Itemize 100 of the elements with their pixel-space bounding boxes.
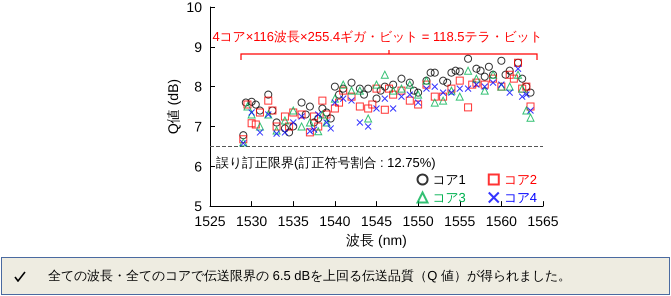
point xyxy=(348,92,356,101)
point xyxy=(422,80,430,89)
point xyxy=(440,89,447,96)
point xyxy=(364,84,372,93)
x-tick-label: 1535 xyxy=(278,213,310,230)
legend-label: コア1 xyxy=(432,172,466,187)
point xyxy=(526,114,535,122)
point xyxy=(330,104,339,113)
point xyxy=(484,62,493,71)
point xyxy=(248,98,256,106)
point xyxy=(380,106,389,114)
point xyxy=(431,83,438,90)
point xyxy=(248,109,256,116)
point xyxy=(510,74,518,83)
point xyxy=(252,120,260,128)
point xyxy=(526,102,535,111)
point xyxy=(310,112,318,121)
point xyxy=(318,104,326,113)
point xyxy=(306,118,314,126)
point xyxy=(426,68,435,77)
point xyxy=(514,70,522,79)
point xyxy=(527,107,534,114)
point xyxy=(310,126,318,134)
point xyxy=(364,104,372,113)
point xyxy=(380,70,389,79)
point xyxy=(522,106,530,115)
point xyxy=(248,110,256,119)
point xyxy=(335,98,344,107)
point xyxy=(327,124,334,132)
point xyxy=(314,127,322,136)
point xyxy=(348,97,356,104)
point xyxy=(280,116,289,124)
point xyxy=(298,98,306,107)
point xyxy=(264,90,272,99)
point xyxy=(273,130,280,138)
point xyxy=(472,64,480,73)
point xyxy=(406,91,414,98)
point xyxy=(464,103,472,112)
point xyxy=(472,78,480,87)
point xyxy=(272,122,281,130)
point xyxy=(506,89,514,96)
point xyxy=(406,96,414,105)
point xyxy=(339,80,348,89)
point xyxy=(248,119,256,128)
point xyxy=(476,66,485,75)
point xyxy=(330,82,339,91)
point xyxy=(314,111,322,118)
point xyxy=(264,96,272,105)
y-tick-label: 6 xyxy=(194,158,202,174)
point xyxy=(306,102,314,111)
point xyxy=(310,118,318,126)
x-tick-label: 1565 xyxy=(527,213,559,230)
point xyxy=(280,124,289,132)
point xyxy=(285,122,294,130)
y-tick-label: 9 xyxy=(194,38,202,55)
y-tick-label: 10 xyxy=(186,0,202,15)
point xyxy=(281,128,288,136)
point xyxy=(298,110,306,119)
point xyxy=(430,92,439,101)
point xyxy=(280,112,289,121)
point xyxy=(348,78,356,87)
y-tick-label: 8 xyxy=(194,78,202,95)
point xyxy=(498,81,505,88)
point xyxy=(526,88,535,97)
point xyxy=(430,68,439,77)
point xyxy=(456,85,464,92)
legend-label: コア3 xyxy=(432,190,466,205)
x-tick-label: 1555 xyxy=(444,213,476,230)
point xyxy=(256,122,264,130)
point xyxy=(314,122,322,130)
point xyxy=(372,84,380,93)
point xyxy=(318,110,326,119)
point xyxy=(384,84,393,93)
text: 全ての波長・全てのコアで伝送限界の 6.5 dBを上回る伝送品質（Q 値）が得られました。 xyxy=(48,267,571,285)
point xyxy=(389,80,398,89)
point xyxy=(330,94,339,103)
point xyxy=(397,74,406,83)
point xyxy=(340,95,347,102)
point xyxy=(372,80,380,89)
point xyxy=(447,68,456,77)
point xyxy=(390,105,397,112)
point xyxy=(414,100,422,109)
y-tick-label: 5 xyxy=(194,198,202,214)
point xyxy=(422,85,430,92)
point xyxy=(397,86,406,95)
annotation: 4コア×116波長×255.4ギガ・ビット = 118.5テラ・ビット xyxy=(212,29,543,44)
point xyxy=(380,82,389,91)
point xyxy=(502,70,510,79)
point xyxy=(472,81,480,88)
point xyxy=(364,122,372,130)
point xyxy=(452,66,460,75)
point xyxy=(373,105,380,112)
annotation: 誤り訂正限界(訂正符号割合 : 12.75%) xyxy=(216,154,436,170)
point xyxy=(298,122,306,130)
point xyxy=(302,110,310,119)
point xyxy=(289,108,298,117)
point xyxy=(376,86,385,95)
y-axis-title: Q値 (dB) xyxy=(165,78,181,134)
point xyxy=(256,128,264,136)
point xyxy=(506,82,514,91)
